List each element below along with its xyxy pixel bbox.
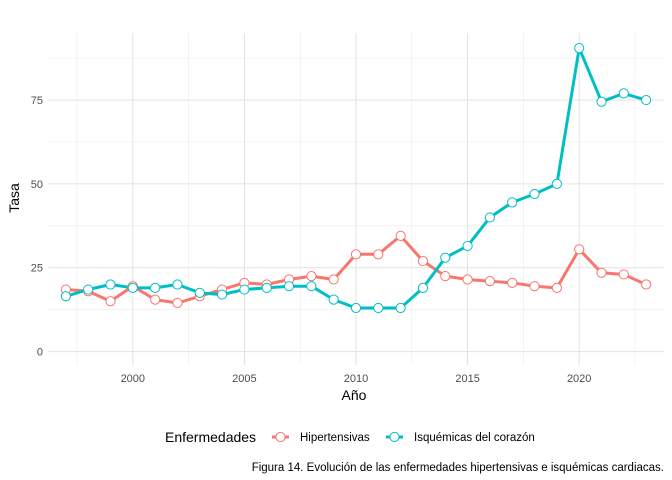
figure-caption: Figura 14. Evolución de las enfermedades… <box>252 462 664 474</box>
y-tick-label: 50 <box>31 179 43 191</box>
series-1-point <box>618 269 629 280</box>
series-1-point <box>150 294 161 305</box>
legend: Enfermedades Hipertensivas Isquémicas del… <box>165 429 535 445</box>
series-2-point <box>306 281 317 292</box>
series-1-point <box>551 282 562 293</box>
series-2-point <box>239 284 250 295</box>
y-axis-title: Tasa <box>6 183 22 213</box>
series-2-point <box>574 42 585 54</box>
x-tick-label: 2010 <box>344 373 368 385</box>
series-2-point <box>350 302 362 314</box>
series-2-point <box>641 94 652 106</box>
series-layer <box>60 42 652 314</box>
legend-key-point <box>389 431 400 443</box>
series-1-point <box>507 277 518 288</box>
y-tick-label: 75 <box>31 95 43 107</box>
series-2-point <box>596 96 607 107</box>
y-tick-label: 0 <box>37 347 43 359</box>
series-2-point <box>83 284 94 295</box>
series-1-point <box>596 267 607 278</box>
major-gridlines <box>48 33 664 365</box>
series-1-point <box>529 281 540 292</box>
series-2-point <box>417 282 429 293</box>
y-axis-tick-labels: 0 25 50 75 <box>31 95 43 359</box>
series-2-point <box>105 279 116 290</box>
series-1-point <box>641 279 652 290</box>
series-2-point <box>328 294 339 305</box>
series-2-point <box>60 291 71 302</box>
series-2-point <box>261 282 272 293</box>
series-1-point <box>373 249 384 260</box>
legend-title: Enfermedades <box>165 429 256 445</box>
series-2-point <box>551 178 562 190</box>
series-2-point <box>373 302 384 314</box>
series-1-point <box>484 276 496 287</box>
series-2-point <box>484 212 496 223</box>
series-2-point <box>395 302 406 314</box>
series-1-point <box>417 255 429 267</box>
series-2-point <box>618 88 629 99</box>
series-1-point <box>172 297 183 309</box>
series-2-point <box>283 281 295 292</box>
y-tick-label: 25 <box>31 263 43 275</box>
series-2-point <box>194 287 205 298</box>
series-1-point <box>574 244 585 255</box>
series-2-point <box>529 188 540 200</box>
series-2-point <box>507 197 518 208</box>
series-1-point <box>105 296 116 307</box>
x-tick-label: 2015 <box>455 373 479 385</box>
series-1-point <box>440 271 451 282</box>
series-2-point <box>172 279 183 290</box>
series-2-point <box>440 252 451 263</box>
series-2-point <box>216 289 228 300</box>
series-2-point <box>150 282 161 293</box>
x-tick-label: 2020 <box>567 373 591 385</box>
series-1-point <box>350 249 362 260</box>
series-2-point <box>127 282 138 293</box>
series-1-point <box>306 271 317 282</box>
series-2-point <box>462 240 473 252</box>
x-tick-label: 2000 <box>121 373 145 385</box>
series-1-point <box>395 230 406 241</box>
series-1-point <box>462 274 473 285</box>
x-axis-title: Año <box>342 387 367 403</box>
legend-label: Isquémicas del corazón <box>414 432 535 444</box>
legend-label: Hipertensivas <box>300 432 370 444</box>
series-1-point <box>328 274 339 285</box>
x-axis-tick-labels: 2000 2005 2010 2015 2020 <box>121 373 592 385</box>
legend-key-point <box>275 431 286 443</box>
x-tick-label: 2005 <box>232 373 256 385</box>
